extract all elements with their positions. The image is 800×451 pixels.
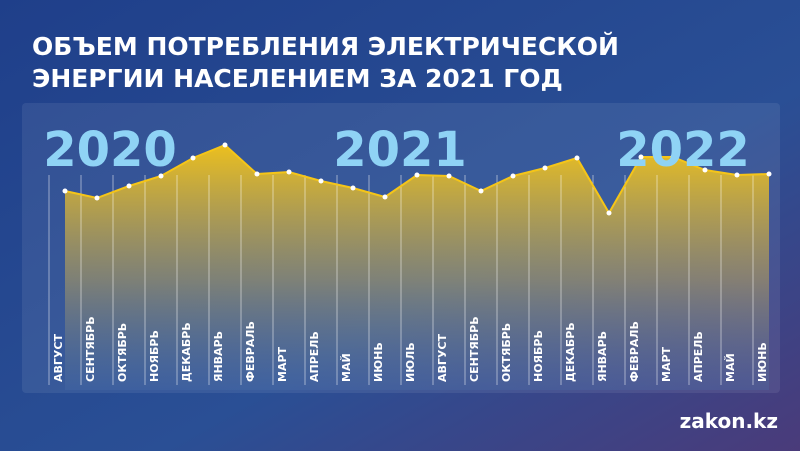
point [574,155,580,161]
point [670,154,676,160]
month-label: ДЕКАБРЬ [180,322,193,382]
year-label: 2022 [616,122,750,178]
point [222,142,228,148]
month-label: СЕНТЯБРЬ [468,316,481,382]
source: zakon.kz [680,409,778,433]
year-label: 2021 [333,122,467,178]
month-label: НОЯБРЬ [532,330,545,382]
month-label: ИЮЛЬ [404,342,417,382]
point [158,173,164,179]
month-label: ДЕКАБРЬ [564,322,577,382]
month-label: ЯНВАРЬ [596,331,609,382]
month-label: МАРТ [276,346,289,382]
month-label: НОЯБРЬ [148,330,161,382]
month-label: МАРТ [660,346,673,382]
title-line: ЭНЕРГИИ НАСЕЛЕНИЕМ ЗА 2021 ГОД [32,64,563,93]
point [190,155,196,161]
point [382,194,388,200]
month-label: ИЮНЬ [372,342,385,382]
month-label: АВГУСТ [436,334,449,382]
point [766,171,772,177]
point [94,195,100,201]
point [606,210,612,216]
plot: АВГУСТ СЕНТЯБРЬ ОКТЯБРЬ НОЯБРЬ ДЕКАБРЬ ЯНВАРЬ… [43,122,772,390]
point [446,173,452,179]
point [254,171,260,177]
month-label: МАЙ [340,353,353,382]
month-label: АВГУСТ [52,334,65,382]
month-label: ЯНВАРЬ [212,331,225,382]
point [318,178,324,184]
year-label: 2020 [43,122,177,178]
month-label: ФЕВРАЛЬ [628,321,641,382]
point [414,172,420,178]
point [478,188,484,194]
month-label: ОКТЯБРЬ [500,323,513,382]
month-label: ОКТЯБРЬ [116,323,129,382]
month-label: СЕНТЯБРЬ [84,316,97,382]
title-line: ОБЪЕМ ПОТРЕБЛЕНИЯ ЭЛЕКТРИЧЕСКОЙ [32,32,619,61]
point [62,188,68,194]
point [510,173,516,179]
point [702,167,708,173]
point [734,172,740,178]
point [126,183,132,189]
point [350,185,356,191]
month-label: АПРЕЛЬ [692,331,705,382]
month-label: МАЙ [724,353,737,382]
point [638,154,644,160]
month-label: ИЮНЬ [756,342,769,382]
month-label: ФЕВРАЛЬ [244,321,257,382]
month-label: АПРЕЛЬ [308,331,321,382]
point [286,169,292,175]
point [542,165,548,171]
